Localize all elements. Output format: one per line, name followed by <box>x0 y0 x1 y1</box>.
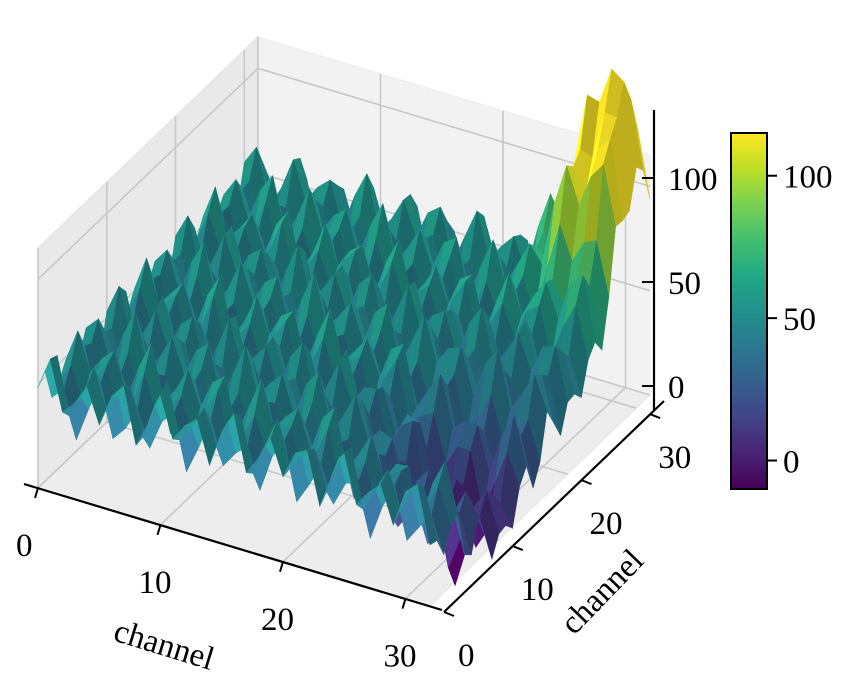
y-axis-title: channel <box>554 543 651 642</box>
y-tick-label: 0 <box>458 638 475 674</box>
y-tick <box>443 611 455 617</box>
z-tick-label: 0 <box>668 370 685 406</box>
colorbar-gradient <box>730 132 768 490</box>
x-tick <box>401 598 407 609</box>
y-tick <box>512 545 524 551</box>
z-tick-label: 50 <box>668 266 701 302</box>
x-tick-label: 30 <box>384 639 417 675</box>
axis-lines <box>23 110 665 613</box>
colorbar-ticks: 0 50 100 <box>767 160 833 481</box>
x-axis-title: channel <box>110 613 219 677</box>
z-tick-label: 100 <box>668 162 718 198</box>
x-tick <box>34 487 39 499</box>
surface-plot <box>37 68 651 587</box>
colorbar-tick-label: 50 <box>783 302 816 338</box>
colorbar-tick-label: 0 <box>783 445 800 481</box>
surface-face <box>417 483 438 546</box>
x-tick <box>279 561 284 573</box>
y-tick-label: 20 <box>590 506 623 542</box>
y-tick-label: 10 <box>521 572 554 608</box>
y-axis-line <box>443 400 665 613</box>
colorbar-tick-label: 100 <box>783 160 833 196</box>
x-tick-label: 0 <box>16 528 33 564</box>
y-tick <box>581 479 592 486</box>
x-tick-label: 10 <box>139 565 172 601</box>
gridline-z <box>37 67 651 280</box>
x-tick-label: 20 <box>261 602 294 638</box>
y-tick <box>649 413 661 420</box>
colorbar: 0 50 100 <box>730 132 833 490</box>
x-axis-line <box>23 482 443 612</box>
y-tick-label: 30 <box>658 440 691 476</box>
x-tick <box>156 524 162 536</box>
tick-labels: 0 10 20 30 0 10 20 30 0 50 100 <box>16 162 718 675</box>
